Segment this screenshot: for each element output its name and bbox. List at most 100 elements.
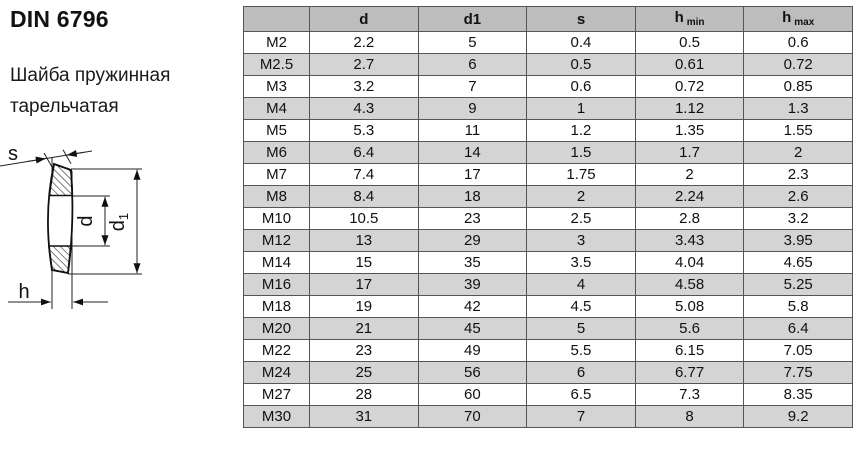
cell-d1: 23 — [417, 207, 528, 230]
table-body: M2 2.2 5 0.4 0.5 0.6 M2.5 2.7 6 0.5 0.61 0.72 M3 3.2 7… — [243, 31, 853, 428]
cell-d: 2.2 — [309, 31, 419, 54]
cell-h-max: 1.55 — [743, 119, 853, 142]
subtitle-line-2: тарельчатая — [10, 96, 119, 117]
row-label: M5 — [243, 119, 310, 142]
column-header-h-min: h min — [634, 6, 745, 32]
page-subtitle: Шайба пружинная тарельчатая — [10, 60, 170, 122]
row-label: M8 — [243, 185, 310, 208]
cell-h-min: 0.72 — [634, 75, 745, 98]
cell-h-min: 8 — [634, 405, 745, 428]
cell-h-max: 2.6 — [743, 185, 853, 208]
table-row: M2 2.2 5 0.4 0.5 0.6 — [243, 31, 853, 54]
row-label: M2.5 — [243, 53, 310, 76]
cell-d: 13 — [309, 229, 419, 252]
row-label: M12 — [243, 229, 310, 252]
cell-h-max: 8.35 — [743, 383, 853, 406]
cell-d: 15 — [309, 251, 419, 274]
cell-h-min: 4.58 — [634, 273, 745, 296]
table-row: M12 13 29 3 3.43 3.95 — [243, 229, 853, 252]
column-header-d: d — [309, 6, 419, 32]
table-row: M2.5 2.7 6 0.5 0.61 0.72 — [243, 53, 853, 76]
d1-dimension — [68, 168, 142, 275]
cell-s: 1.2 — [526, 119, 636, 142]
row-label: M24 — [243, 361, 310, 384]
cell-d1: 39 — [417, 273, 528, 296]
cell-s: 0.6 — [526, 75, 636, 98]
cell-h-min: 0.5 — [634, 31, 745, 54]
table-row: M14 15 35 3.5 4.04 4.65 — [243, 251, 853, 274]
cell-h-min: 7.3 — [634, 383, 745, 406]
cell-h-max: 5.8 — [743, 295, 853, 318]
cell-s: 4 — [526, 273, 636, 296]
table-row: M20 21 45 5 5.6 6.4 — [243, 317, 853, 340]
d-dimension — [71, 195, 110, 247]
cell-s: 7 — [526, 405, 636, 428]
washer-cross-section-drawing: d d1 h s — [0, 143, 142, 309]
cell-h-max: 7.75 — [743, 361, 853, 384]
dimension-d-label: d — [75, 215, 97, 226]
cell-s: 6 — [526, 361, 636, 384]
cell-d1: 29 — [417, 229, 528, 252]
page-title: DIN 6796 — [10, 6, 109, 32]
cell-h-max: 6.4 — [743, 317, 853, 340]
cell-s: 2.5 — [526, 207, 636, 230]
cell-h-min: 2 — [634, 163, 745, 186]
cell-d1: 18 — [417, 185, 528, 208]
column-header-h-max: h max — [743, 6, 853, 32]
cell-d: 4.3 — [309, 97, 419, 120]
dimension-s-label: s — [8, 143, 18, 165]
row-label: M30 — [243, 405, 310, 428]
row-label: M20 — [243, 317, 310, 340]
cell-d: 31 — [309, 405, 419, 428]
cell-h-max: 0.6 — [743, 31, 853, 54]
cell-s: 5.5 — [526, 339, 636, 362]
column-header-s: s — [526, 6, 636, 32]
dimension-h-label: h — [18, 281, 29, 303]
cell-s: 0.5 — [526, 53, 636, 76]
cell-h-max: 3.2 — [743, 207, 853, 230]
column-header-subscript: min — [686, 17, 705, 28]
column-header-subscript: max — [794, 17, 815, 28]
cell-d1: 11 — [417, 119, 528, 142]
cell-h-min: 6.77 — [634, 361, 745, 384]
cell-d: 19 — [309, 295, 419, 318]
row-label: M3 — [243, 75, 310, 98]
cell-d: 8.4 — [309, 185, 419, 208]
cell-s: 3 — [526, 229, 636, 252]
cell-h-min: 2.24 — [634, 185, 745, 208]
cell-h-max: 0.72 — [743, 53, 853, 76]
cell-d: 21 — [309, 317, 419, 340]
cell-d: 3.2 — [309, 75, 419, 98]
cell-d1: 7 — [417, 75, 528, 98]
cell-d: 7.4 — [309, 163, 419, 186]
table-row: M18 19 42 4.5 5.08 5.8 — [243, 295, 853, 318]
table-row: M5 5.3 11 1.2 1.35 1.55 — [243, 119, 853, 142]
cell-h-min: 6.15 — [634, 339, 745, 362]
cell-h-max: 1.3 — [743, 97, 853, 120]
dimension-d1-label: d1 — [107, 213, 131, 231]
cell-d: 28 — [309, 383, 419, 406]
cell-h-max: 2.3 — [743, 163, 853, 186]
cell-d: 10.5 — [309, 207, 419, 230]
cell-d1: 6 — [417, 53, 528, 76]
table-header-row: d d1 s h min h max — [243, 6, 853, 32]
row-label: M10 — [243, 207, 310, 230]
cell-d: 6.4 — [309, 141, 419, 164]
table-row: M10 10.5 23 2.5 2.8 3.2 — [243, 207, 853, 230]
table-row: M6 6.4 14 1.5 1.7 2 — [243, 141, 853, 164]
cell-d1: 9 — [417, 97, 528, 120]
cell-h-max: 2 — [743, 141, 853, 164]
cell-s: 3.5 — [526, 251, 636, 274]
table-row: M16 17 39 4 4.58 5.25 — [243, 273, 853, 296]
cell-d1: 60 — [417, 383, 528, 406]
washer-hatch-top — [48, 162, 74, 197]
cell-h-max: 7.05 — [743, 339, 853, 362]
cell-h-min: 4.04 — [634, 251, 745, 274]
cell-d: 25 — [309, 361, 419, 384]
cell-h-min: 5.6 — [634, 317, 745, 340]
subtitle-line-1: Шайба пружинная — [10, 65, 171, 86]
cell-d1: 42 — [417, 295, 528, 318]
cell-d1: 49 — [417, 339, 528, 362]
cell-h-min: 1.12 — [634, 97, 745, 120]
